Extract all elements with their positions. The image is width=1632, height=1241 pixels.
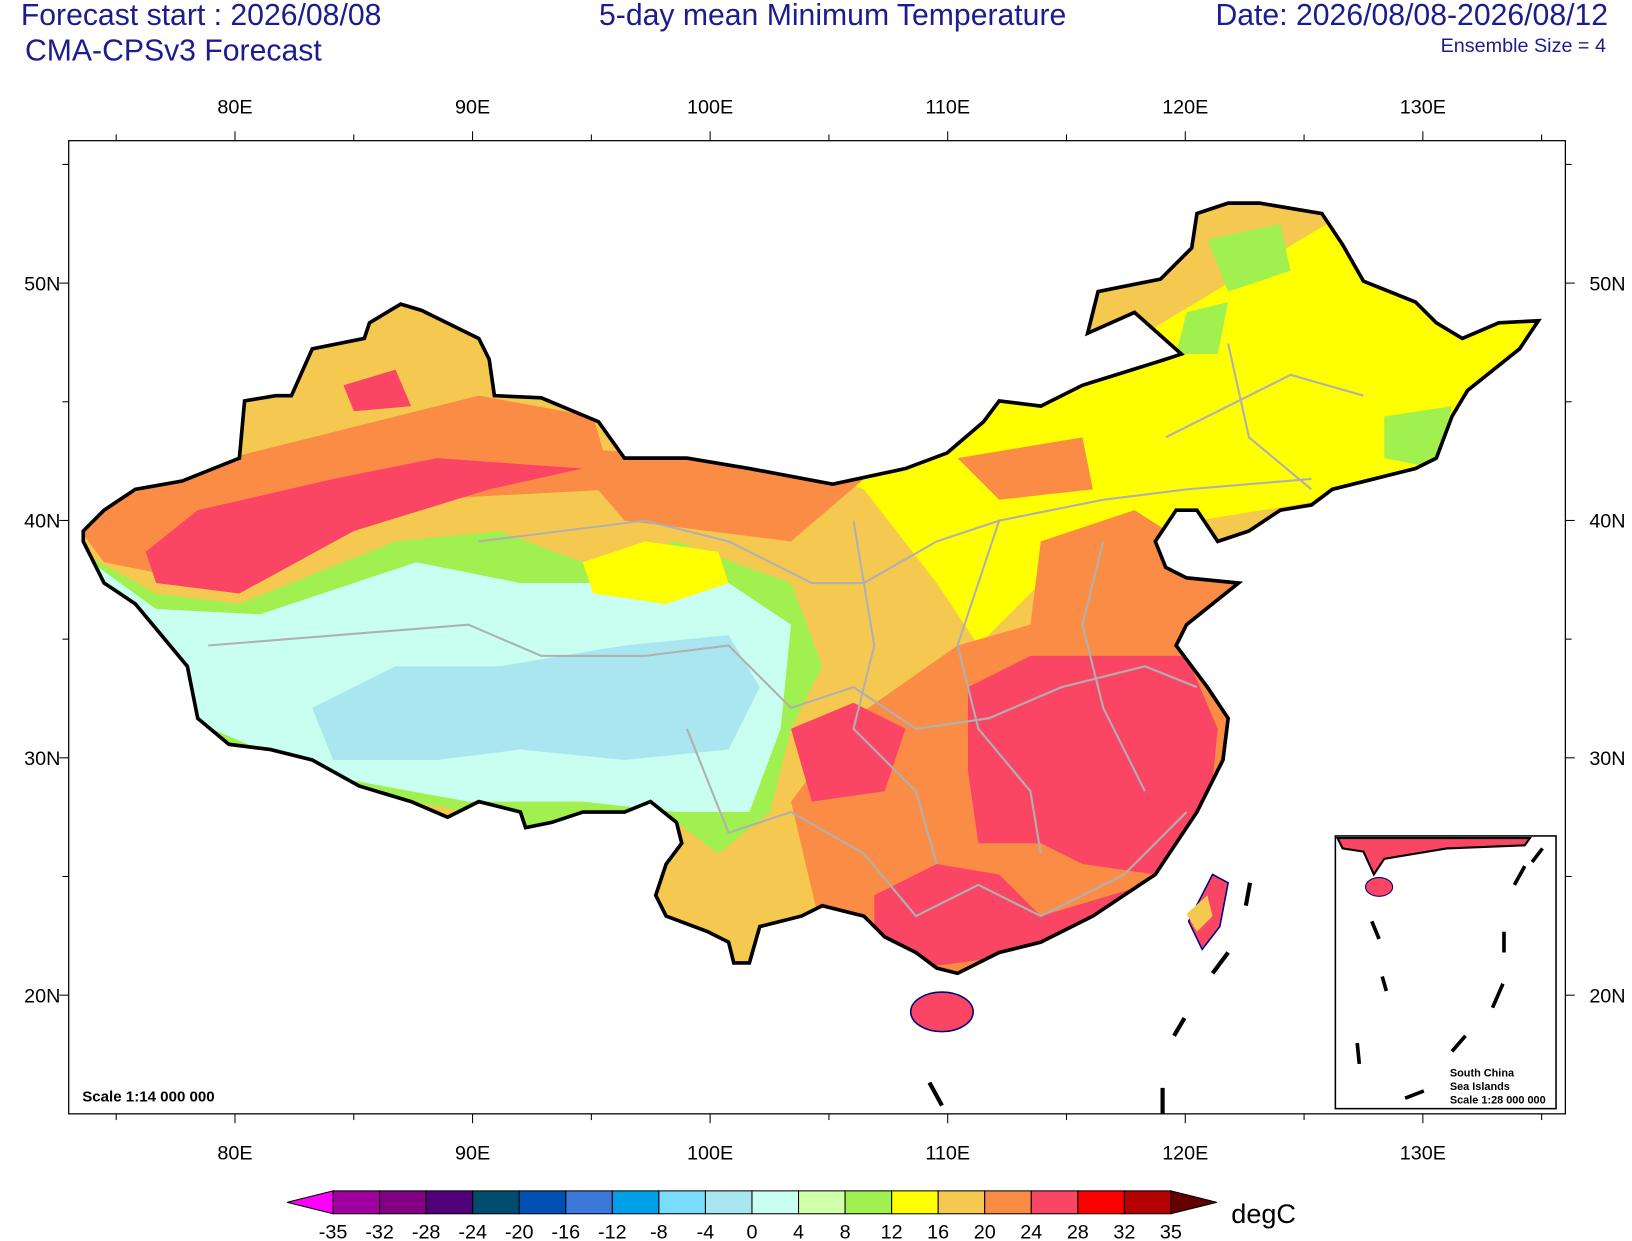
colorbar-box <box>332 1190 381 1215</box>
colorbar-label: 20 <box>974 1222 996 1241</box>
map-title: 5-day mean Minimum Temperature <box>599 0 1066 32</box>
colorbar-box <box>518 1190 567 1215</box>
colorbar-box <box>984 1190 1032 1215</box>
colorbar-label: -4 <box>697 1222 715 1241</box>
x-tick-label: 90E <box>455 1143 490 1165</box>
field-orange <box>83 395 1249 974</box>
colorbar-box <box>565 1190 613 1215</box>
taiwan-core <box>1186 895 1213 932</box>
colorbar-box <box>798 1190 846 1215</box>
colorbar-box <box>425 1190 474 1215</box>
colorbar-label: 32 <box>1113 1222 1135 1241</box>
field-lightblue <box>312 635 760 760</box>
y-tick-label: 40N <box>1589 511 1625 533</box>
nine-dash-line <box>927 882 1253 1114</box>
colorbar-box <box>658 1190 706 1215</box>
x-tick-label: 100E <box>687 97 733 119</box>
map-area: South China Sea Islands Scale 1:28 000 0… <box>81 201 1557 1114</box>
x-tick-label: 130E <box>1400 1143 1446 1165</box>
colorbar-label: 24 <box>1020 1222 1042 1241</box>
colorbar-label: 4 <box>793 1222 804 1241</box>
x-tick-label: 100E <box>687 1143 733 1165</box>
colorbar-box <box>611 1190 660 1215</box>
map-scale: Scale 1:14 000 000 <box>82 1088 214 1105</box>
colorbar-box <box>472 1190 520 1215</box>
colorbar-label: 16 <box>927 1222 949 1241</box>
colorbar-box <box>844 1190 893 1215</box>
inset-scale: Scale 1:28 000 000 <box>1450 1094 1546 1106</box>
y-tick-label: 50N <box>1589 273 1625 295</box>
y-tick-label: 40N <box>24 511 60 533</box>
x-tick-label: 130E <box>1400 97 1446 119</box>
x-tick-label: 80E <box>217 1143 252 1165</box>
colorbar-box <box>704 1190 753 1215</box>
colorbar-arrow <box>287 1190 334 1215</box>
colorbar-label: -12 <box>598 1222 627 1241</box>
x-tick-label: 120E <box>1162 97 1208 119</box>
inset-coast <box>1335 836 1533 877</box>
x-tick-label: 90E <box>455 97 490 119</box>
y-tick-label: 30N <box>1589 748 1625 770</box>
colorbar-label: -8 <box>650 1222 668 1241</box>
china-border <box>81 201 1542 976</box>
colorbar-label: -28 <box>412 1222 441 1241</box>
y-tick-label: 20N <box>24 985 60 1007</box>
x-tick-label: 110E <box>925 97 970 119</box>
colorbar-label: -32 <box>365 1222 394 1241</box>
x-tick-label: 120E <box>1162 1143 1208 1165</box>
field-ne-green <box>1176 223 1452 469</box>
colorbar-box <box>1030 1190 1079 1215</box>
inset-dash <box>1355 847 1544 1100</box>
colorbar-label: -24 <box>458 1222 487 1241</box>
colorbar-label: 8 <box>840 1222 851 1241</box>
colorbar: -35 -32 -28 -24 -20 -16 -12 -8 -4 0 4 8 12 16 20 24 28 32… <box>287 1190 1296 1241</box>
ensemble-size: Ensemble Size = 4 <box>1441 35 1606 57</box>
model-name: CMA-CPSv3 Forecast <box>25 35 322 68</box>
colorbar-units: degC <box>1231 1199 1296 1229</box>
inset-frame <box>1334 835 1557 1110</box>
colorbar-label: 12 <box>881 1222 903 1241</box>
colorbar-label: 0 <box>746 1222 757 1241</box>
hainan <box>909 991 974 1033</box>
date-range: Date: 2026/08/08-2026/08/12 <box>1215 0 1608 32</box>
x-tick-label: 110E <box>925 1143 970 1165</box>
map-frame <box>68 140 1567 1115</box>
colorbar-arrow <box>1170 1190 1217 1215</box>
colorbar-label: -16 <box>552 1222 581 1241</box>
y-tick-label: 30N <box>24 748 60 770</box>
colorbar-label: 28 <box>1067 1222 1089 1241</box>
y-tick-label: 20N <box>1589 985 1625 1007</box>
axes: 80E 80E 90E 90E 100E 100E 110E 110E 120E 120E 130E… <box>24 97 1625 1165</box>
province-borders <box>208 343 1364 918</box>
x-tick-label: 80E <box>217 97 252 119</box>
y-tick-label: 50N <box>24 273 60 295</box>
inset-label: South China <box>1450 1067 1515 1079</box>
forecast-start: Forecast start : 2026/08/08 <box>21 0 382 32</box>
colorbar-box <box>891 1190 939 1215</box>
colorbar-box <box>1123 1190 1172 1215</box>
colorbar-box <box>379 1190 427 1215</box>
colorbar-label: 35 <box>1160 1222 1182 1241</box>
field-north <box>728 208 1539 646</box>
inset-hainan <box>1365 877 1394 897</box>
inset-label: Sea Islands <box>1450 1081 1510 1093</box>
colorbar-box <box>751 1190 800 1215</box>
field-basin <box>582 541 729 604</box>
colorbar-box <box>1077 1190 1125 1215</box>
colorbar-label: -35 <box>319 1222 348 1241</box>
colorbar-box <box>937 1190 986 1215</box>
colorbar-label: -20 <box>505 1222 534 1241</box>
